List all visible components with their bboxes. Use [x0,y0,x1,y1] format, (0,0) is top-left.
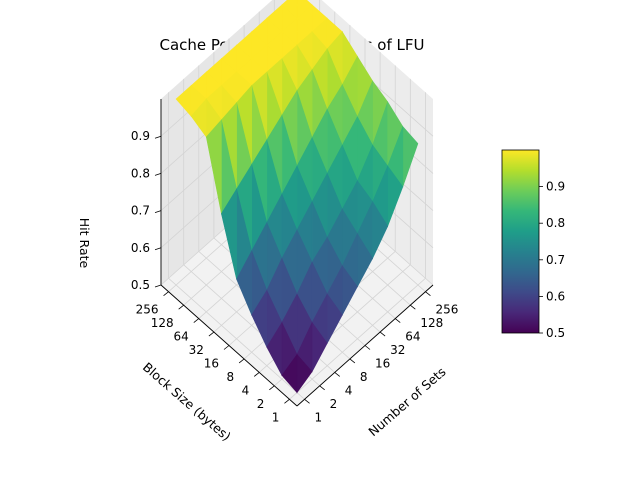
y-tick-label: 1 [272,410,280,424]
colorbar-tick-label: 0.7 [546,253,565,267]
y-tick-label: 64 [173,330,188,344]
y-tick-mark [163,291,169,297]
surface-facet [175,84,192,117]
y-tick-label: 2 [257,397,265,411]
y-tick-mark [178,304,184,310]
y-tick-label: 256 [136,303,159,317]
surface-facet [251,289,268,348]
x-tick-label: 16 [375,357,390,371]
colorbar [501,149,540,334]
x-tick-label: 128 [420,316,443,330]
x-tick-mark [379,331,386,337]
colorbar-tick-label: 0.5 [546,326,565,340]
surface-facet [281,353,298,394]
x-tick-mark [410,304,416,310]
colorbar-ticks: 0.5 0.6 0.7 0.8 0.9 [539,180,565,340]
colorbar-tick-label: 0.8 [546,216,565,230]
y-tick-label: 16 [204,357,219,371]
y-tick-label: 128 [151,316,174,330]
colorbar-tick-label: 0.9 [546,180,565,194]
x-tick-label: 256 [435,303,458,317]
y-tick-mark [193,318,200,323]
surface-facet [372,200,389,259]
x-tick-label: 2 [330,397,338,411]
x-tick-label: 64 [405,330,420,344]
y-axis-label: Block Size (bytes) [140,359,234,444]
z-tick-label: 0.9 [131,129,150,143]
x-tick-mark [319,385,325,391]
colorbar-tick-label: 0.6 [546,289,565,303]
x-tick-label: 8 [360,370,368,384]
surface-facet [190,98,207,138]
surface-plot [175,0,419,394]
y-tick-mark [284,398,290,404]
z-tick-mark [154,210,162,213]
z-axis-label: Hit Rate [77,218,92,269]
z-tick-mark [154,284,162,288]
y-tick-label: 8 [226,370,234,384]
surface-facet [221,188,237,280]
z-tick-mark [154,173,162,176]
surface-facet [236,250,252,316]
y-tick-mark [269,385,275,391]
x-tick-mark [425,291,431,297]
y-tick-mark [238,358,245,364]
grid-line [289,277,426,400]
x-tick-mark [349,358,356,364]
surface-facet [205,119,222,214]
z-tick-mark [154,135,162,139]
y-tick-mark [223,345,230,350]
x-axis-label: Number of Sets [365,364,448,439]
x-tick-label: 1 [315,410,323,424]
x-tick-mark [304,398,310,404]
y-tick-mark [253,372,260,377]
x-tick-mark [394,318,401,323]
z-tick-label: 0.8 [131,166,150,180]
tick-labels: 124816326412825612481632641282560.50.60.… [131,129,458,424]
x-tick-label: 4 [345,383,353,397]
z-tick-label: 0.7 [131,204,150,218]
z-tick-mark [154,247,162,251]
x-tick-mark [334,372,341,377]
z-tick-label: 0.6 [131,241,150,255]
y-tick-mark [208,331,215,337]
x-tick-mark [364,345,371,350]
y-tick-label: 4 [242,383,250,397]
z-tick-label: 0.5 [131,278,150,292]
y-tick-label: 32 [189,343,204,357]
x-tick-label: 32 [390,343,405,357]
